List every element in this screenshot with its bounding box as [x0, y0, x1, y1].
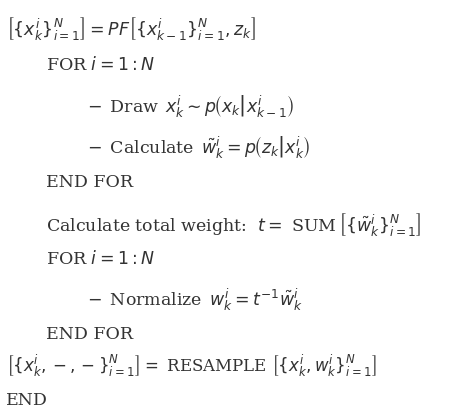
Text: $-\,$ Normalize $\,w_k^i = t^{-1}\tilde{w}_k^i$: $-\,$ Normalize $\,w_k^i = t^{-1}\tilde{…: [87, 287, 303, 313]
Text: END FOR: END FOR: [46, 326, 134, 343]
Text: $\left[\{x_k^i\}_{i=1}^{N}\right] = PF\left[\{x_{k-1}^i\}_{i=1}^{N}, z_k\right]$: $\left[\{x_k^i\}_{i=1}^{N}\right] = PF\l…: [6, 15, 256, 42]
Text: END: END: [6, 392, 48, 408]
Text: $-\,$ Draw $\,x_k^i \sim p\!\left(x_k\middle|x_{k-1}^i\right)$: $-\,$ Draw $\,x_k^i \sim p\!\left(x_k\mi…: [87, 93, 294, 120]
Text: FOR $i = 1:N$: FOR $i = 1:N$: [46, 250, 156, 268]
Text: $\left[\{x_k^i, -, -\}_{i=1}^{N}\right] = $ RESAMPLE $\left[\{x_k^i, w_k^i\}_{i=: $\left[\{x_k^i, -, -\}_{i=1}^{N}\right] …: [6, 353, 377, 379]
Text: END FOR: END FOR: [46, 173, 134, 191]
Text: $-\,$ Calculate $\,\tilde{w}_k^i = p\!\left(z_k\middle|x_k^i\right)$: $-\,$ Calculate $\,\tilde{w}_k^i = p\!\l…: [87, 134, 310, 160]
Text: Calculate total weight:  $t = $ SUM $\!\left[\{\tilde{w}_k^i\}_{i=1}^{N}\right]$: Calculate total weight: $t = $ SUM $\!\l…: [46, 211, 422, 238]
Text: FOR $i = 1:N$: FOR $i = 1:N$: [46, 56, 156, 74]
